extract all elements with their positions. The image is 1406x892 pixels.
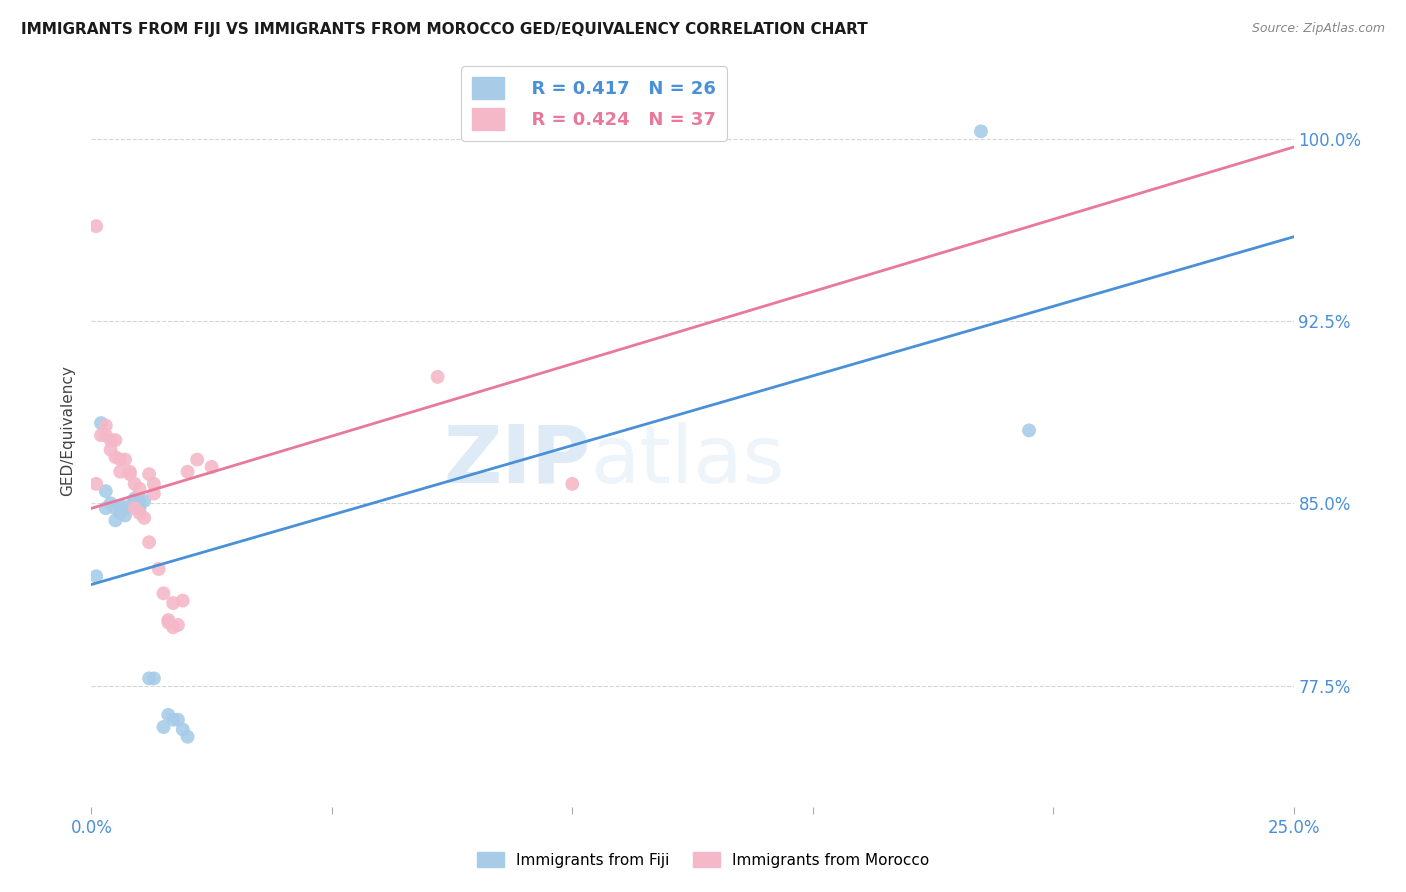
Point	[138, 672, 160, 686]
Point	[142, 672, 165, 686]
Point	[94, 484, 117, 499]
Point	[104, 501, 127, 516]
Point	[124, 501, 146, 516]
Legend: Immigrants from Fiji, Immigrants from Morocco: Immigrants from Fiji, Immigrants from Mo…	[471, 846, 935, 873]
Point	[104, 450, 127, 464]
Point	[1018, 424, 1040, 438]
Point	[157, 613, 180, 627]
Point	[162, 596, 184, 610]
Point	[114, 452, 136, 467]
Point	[162, 620, 184, 634]
Point	[176, 465, 198, 479]
Point	[162, 713, 184, 727]
Point	[134, 511, 156, 525]
Point	[138, 535, 160, 549]
Point	[585, 124, 607, 138]
Point	[561, 476, 583, 491]
Point	[118, 465, 141, 479]
Text: IMMIGRANTS FROM FIJI VS IMMIGRANTS FROM MOROCCO GED/EQUIVALENCY CORRELATION CHAR: IMMIGRANTS FROM FIJI VS IMMIGRANTS FROM …	[21, 22, 868, 37]
Point	[970, 124, 993, 138]
Point	[94, 501, 117, 516]
Point	[110, 499, 132, 513]
Point	[104, 433, 127, 447]
Point	[94, 428, 117, 442]
Point	[84, 219, 107, 234]
Point	[186, 452, 208, 467]
Point	[100, 433, 122, 447]
Point	[110, 506, 132, 520]
Text: ZIP: ZIP	[443, 422, 591, 500]
Point	[84, 476, 107, 491]
Point	[124, 476, 146, 491]
Point	[124, 491, 146, 506]
Point	[148, 562, 170, 576]
Point	[172, 723, 194, 737]
Point	[110, 465, 132, 479]
Point	[152, 720, 174, 734]
Point	[167, 713, 190, 727]
Point	[142, 476, 165, 491]
Point	[152, 586, 174, 600]
Point	[138, 467, 160, 482]
Point	[128, 494, 150, 508]
Point	[100, 442, 122, 457]
Point	[176, 730, 198, 744]
Point	[134, 494, 156, 508]
Text: atlas: atlas	[591, 422, 785, 500]
Point	[426, 370, 449, 384]
Point	[110, 452, 132, 467]
Point	[157, 707, 180, 722]
Point	[90, 428, 112, 442]
Point	[94, 418, 117, 433]
Text: Source: ZipAtlas.com: Source: ZipAtlas.com	[1251, 22, 1385, 36]
Legend:   R = 0.417   N = 26,   R = 0.424   N = 37: R = 0.417 N = 26, R = 0.424 N = 37	[461, 66, 727, 141]
Point	[128, 501, 150, 516]
Point	[90, 416, 112, 430]
Point	[142, 486, 165, 500]
Point	[114, 501, 136, 516]
Point	[167, 618, 190, 632]
Point	[201, 459, 224, 474]
Point	[100, 496, 122, 510]
Point	[172, 593, 194, 607]
Point	[104, 513, 127, 527]
Point	[84, 569, 107, 583]
Point	[118, 467, 141, 482]
Y-axis label: GED/Equivalency: GED/Equivalency	[60, 365, 76, 496]
Point	[128, 482, 150, 496]
Point	[114, 508, 136, 523]
Point	[118, 499, 141, 513]
Point	[128, 506, 150, 520]
Point	[157, 615, 180, 630]
